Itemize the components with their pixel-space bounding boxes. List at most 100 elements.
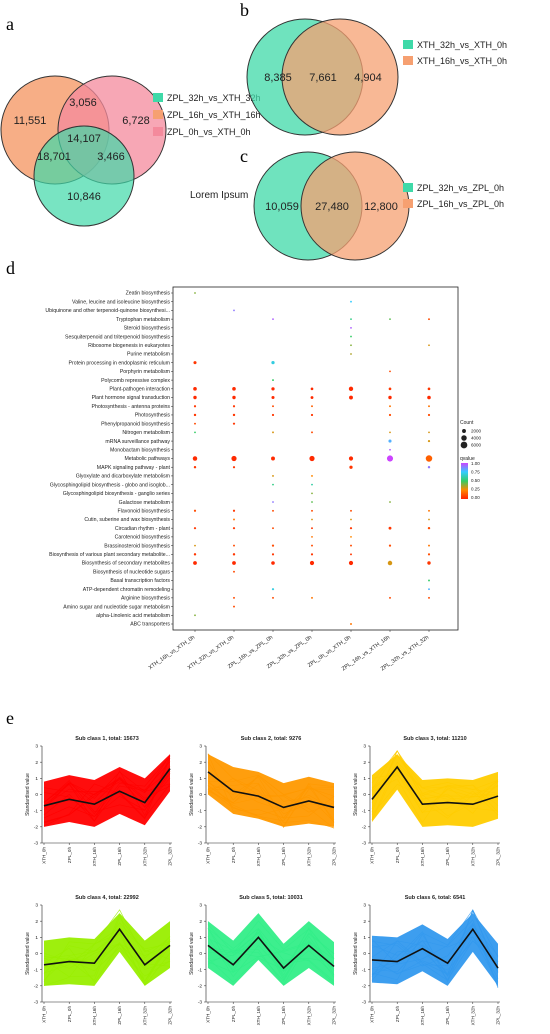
venn-a-32h-16h: 18,701 [37, 151, 71, 163]
qvalue-tick: 0.50 [471, 478, 480, 483]
dot-point [311, 510, 313, 512]
dot-point [272, 431, 274, 433]
y-axis-label: Standardised value [25, 932, 31, 975]
y-tick-label: -2 [362, 824, 367, 830]
y-axis-label: Standardised value [189, 932, 195, 975]
y-axis-label: Standardised value [353, 773, 359, 816]
dot-point [428, 405, 430, 407]
y-tick-label: -2 [34, 983, 39, 989]
dot-point [311, 475, 313, 477]
dot-point [233, 571, 235, 573]
venn-a-legend-swatch-1 [153, 93, 163, 102]
subclass-plot: Sub class 4, total: 22992-3-2-10123Stand… [25, 895, 173, 1025]
y-tick-label: 2 [199, 760, 202, 766]
size-legend-dot [461, 435, 466, 440]
dot-plot-frame [173, 287, 458, 630]
venn-a: 11,551 3,056 6,728 14,107 18,701 3,466 1… [1, 76, 261, 226]
y-tick-label: -1 [362, 808, 367, 814]
x-tick-label: XTH_0h [42, 847, 47, 864]
panel-letter-e: e [6, 708, 14, 728]
dot-point [350, 318, 352, 320]
y-tick-label: 0 [35, 792, 38, 798]
dot-point [428, 545, 430, 547]
venn-b-overlap: 7,661 [309, 72, 337, 84]
pathway-label: Cutin, suberine and wax biosynthesis [84, 517, 170, 523]
y-tick-label: -3 [198, 1000, 203, 1006]
x-tick-label: XTH_0h [42, 1006, 47, 1023]
x-tick-label: ZPL_0h [67, 847, 72, 864]
dot-point [427, 396, 431, 400]
y-tick-label: 3 [363, 903, 366, 909]
pathway-label: Plant-pathogen interaction [109, 387, 170, 393]
dot-point [388, 396, 391, 399]
dot-point [388, 440, 391, 443]
dot-point [428, 597, 430, 599]
dot-point [389, 449, 391, 451]
dot-point [233, 553, 235, 555]
panel-letter-d: d [6, 258, 15, 278]
dot-point [232, 561, 236, 565]
subclass-title: Sub class 1, total: 15673 [75, 736, 139, 742]
x-tick-label: ZPL_16h [117, 1006, 122, 1025]
dot-point [231, 456, 236, 461]
dot-point [272, 379, 274, 381]
y-tick-label: -1 [34, 967, 39, 973]
pathway-label: Carotenoid biosynthesis [115, 535, 171, 541]
dot-point [233, 510, 235, 512]
dot-point [428, 318, 430, 320]
dot-point [388, 561, 392, 565]
dot-point [271, 396, 274, 399]
dot-point [233, 414, 235, 416]
x-tick-label: ZPL_32h [168, 1006, 173, 1025]
y-tick-label: 0 [363, 951, 366, 957]
pathway-label: Phenylpropanoid biosynthesis [101, 421, 170, 427]
y-tick-label: 1 [199, 935, 202, 941]
y-tick-label: 2 [35, 760, 38, 766]
qvalue-tick: 0.75 [471, 470, 480, 475]
size-legend-label: 4000 [471, 436, 482, 441]
dot-point [349, 456, 353, 460]
qvalue-colorbar [461, 463, 468, 499]
y-tick-label: 0 [363, 792, 366, 798]
dot-point [272, 405, 274, 407]
venn-b-legend-1: XTH_32h_vs_XTH_0h [417, 40, 507, 50]
pathway-label: Valine, leucine and isoleucine biosynthe… [72, 299, 170, 305]
dot-point [193, 561, 197, 565]
profile-band [208, 913, 334, 986]
dot-point [272, 510, 274, 512]
subclass-title: Sub class 2, total: 9276 [241, 736, 302, 742]
pathway-label: Metabolic pathways [124, 456, 170, 462]
dot-point [233, 405, 235, 407]
pathway-label: Biosynthesis of nucleotide sugars [93, 569, 170, 575]
dot-point [350, 344, 352, 346]
dot-point [232, 387, 236, 391]
x-tick-label: XTH_0h [206, 1006, 211, 1023]
pathway-label: ABC transporters [130, 622, 170, 628]
dot-point [389, 501, 391, 503]
dot-point [350, 545, 352, 547]
pathway-label: Circadian rhythm - plant [115, 526, 171, 532]
dot-point [194, 510, 196, 512]
venn-a-only-0h: 6,728 [122, 115, 150, 127]
subclass-plot: Sub class 6, total: 6541-3-2-10123Standa… [353, 895, 501, 1025]
dot-point [271, 457, 275, 461]
pathway-label: Glycosphingolipid biosynthesis - globo a… [50, 482, 170, 488]
x-tick-label: XTH_16h [420, 847, 425, 867]
venn-a-legend-swatch-2 [153, 110, 163, 119]
y-tick-label: 1 [199, 776, 202, 782]
dot-point [389, 405, 391, 407]
pathway-label: Brassinosteroid biosynthesis [104, 543, 170, 549]
y-tick-label: 1 [35, 935, 38, 941]
dot-point [194, 405, 196, 407]
pathway-label: Biosynthesis of secondary metabolites [82, 561, 171, 567]
pathway-label: Glyoxylate and dicarboxylate metabolism [76, 474, 170, 480]
subclass-title: Sub class 6, total: 6541 [405, 895, 466, 901]
dot-point [428, 527, 430, 529]
pathway-label: MAPK signaling pathway - plant [97, 465, 171, 471]
dot-point [427, 561, 430, 564]
dot-point [349, 387, 353, 391]
pathway-label: ATP-dependent chromatin remodeling [83, 587, 170, 593]
dot-point [194, 553, 196, 555]
dot-point [428, 580, 430, 582]
dot-point [311, 431, 313, 433]
